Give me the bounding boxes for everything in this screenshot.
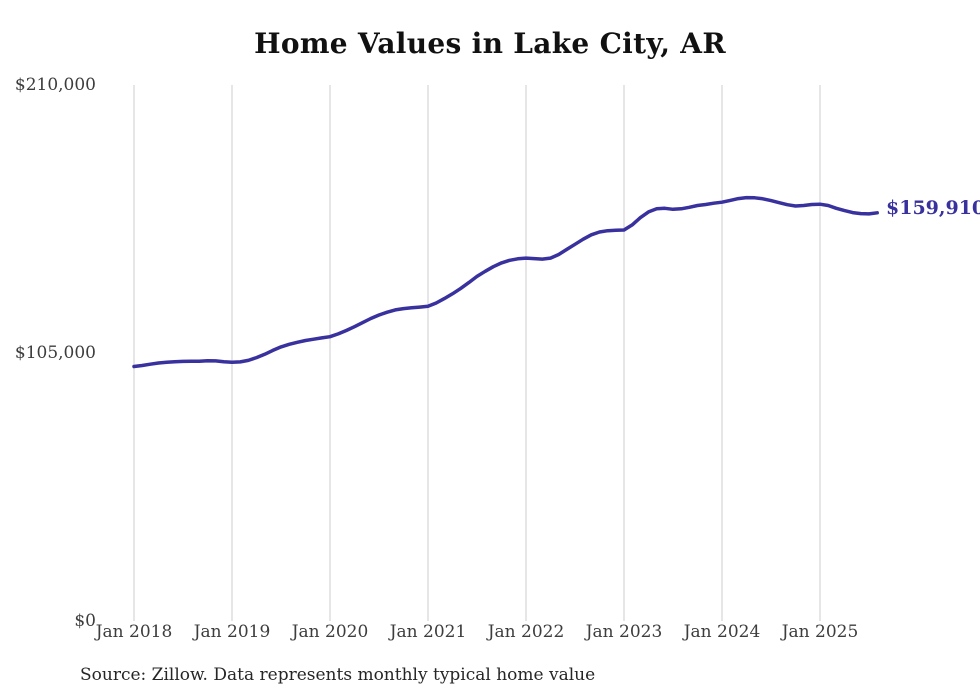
x-tick-jan-2023: Jan 2023 [585,622,663,642]
y-tick-0: $0 [74,611,96,631]
x-tick-jan-2022: Jan 2022 [487,622,565,642]
source-note: Source: Zillow. Data represents monthly … [80,665,596,685]
x-tick-jan-2019: Jan 2019 [193,622,271,642]
y-tick-210000: $210,000 [14,75,96,95]
home-value-line [132,195,879,369]
chart-title: Home Values in Lake City, AR [254,27,726,60]
x-tick-jan-2025: Jan 2025 [781,622,859,642]
x-tick-jan-2020: Jan 2020 [291,622,369,642]
y-tick-105000: $105,000 [14,343,96,363]
series-end-value-label: $159,910 [886,197,980,219]
x-tick-jan-2021: Jan 2021 [389,622,467,642]
x-tick-jan-2018: Jan 2018 [95,622,173,642]
x-tick-jan-2024: Jan 2024 [683,622,761,642]
